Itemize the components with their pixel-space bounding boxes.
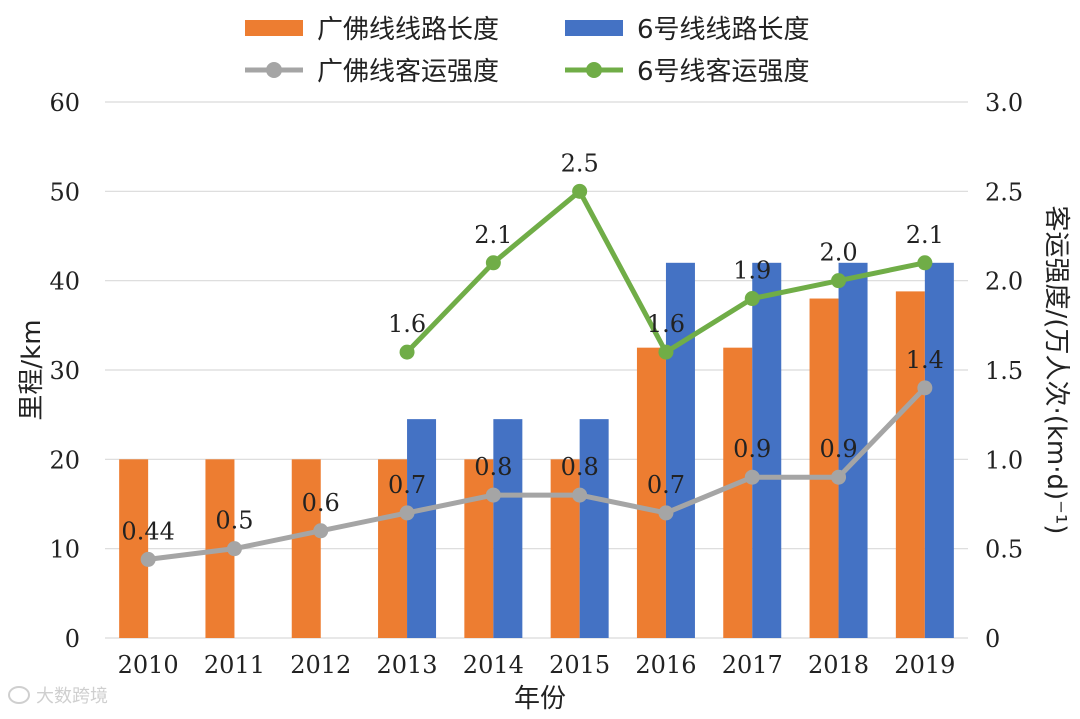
data-label: 0.8: [561, 453, 599, 481]
legend-label: 广佛线线路长度: [317, 15, 499, 45]
y2-tick-label: 0: [985, 625, 1000, 653]
bar-guangfo: [550, 459, 580, 638]
bar-guangfo: [464, 459, 494, 638]
x-tick-label: 2018: [808, 651, 869, 679]
data-label: 0.7: [388, 471, 426, 499]
data-point: [140, 551, 156, 567]
x-tick-label: 2014: [463, 651, 524, 679]
y2-tick-label: 3.0: [985, 89, 1023, 117]
data-point: [658, 505, 674, 521]
y2-tick-label: 2.5: [985, 178, 1023, 206]
data-point: [226, 541, 242, 557]
data-point: [485, 255, 501, 271]
bar-guangfo: [723, 347, 753, 638]
data-point: [917, 380, 933, 396]
legend-marker: [266, 62, 282, 78]
bar-guangfo: [291, 459, 321, 638]
data-label: 0.7: [647, 471, 685, 499]
bar-guangfo: [895, 291, 925, 638]
legend-marker: [586, 62, 602, 78]
data-point: [313, 523, 329, 539]
bar-guangfo: [378, 459, 408, 638]
y-tick-label: 10: [49, 536, 80, 564]
x-axis-title: 年份: [514, 684, 566, 714]
data-label: 1.4: [906, 346, 944, 374]
legend-label: 广佛线客运强度: [317, 57, 499, 87]
series-line-guangfo: [147, 386, 927, 562]
data-label: 2.0: [819, 239, 857, 267]
data-point: [831, 469, 847, 485]
data-point: [744, 291, 760, 307]
data-point: [485, 487, 501, 503]
data-point: [917, 255, 933, 271]
bar-guangfo: [809, 298, 839, 638]
bar-line6: [407, 419, 437, 638]
y2-tick-label: 2.0: [985, 268, 1023, 296]
data-label: 0.6: [302, 489, 340, 517]
y-tick-label: 30: [49, 357, 80, 385]
bar-guangfo: [119, 459, 149, 638]
data-label: 0.44: [121, 517, 174, 545]
legend-swatch: [565, 20, 623, 36]
y-tick-label: 60: [49, 89, 80, 117]
bar-line6: [665, 262, 695, 638]
data-label: 2.5: [561, 149, 599, 177]
data-point: [399, 344, 415, 360]
bar-line6: [493, 419, 523, 638]
watermark-text: 大数跨境: [36, 686, 108, 707]
weibo-icon: [8, 686, 30, 704]
x-tick-label: 2013: [377, 651, 438, 679]
watermark: 大数跨境: [8, 680, 158, 710]
y-tick-label: 0: [65, 625, 80, 653]
data-point: [572, 487, 588, 503]
y2-axis-title: 客运强度/(万人次·(km·d)⁻¹): [1041, 206, 1071, 535]
y-tick-label: 50: [49, 178, 80, 206]
data-point: [399, 505, 415, 521]
bar-line6: [752, 262, 782, 638]
x-tick-label: 2016: [635, 651, 696, 679]
x-tick-label: 2010: [118, 651, 179, 679]
data-label: 2.1: [906, 221, 944, 249]
data-point: [831, 273, 847, 289]
y2-tick-label: 1.0: [985, 446, 1023, 474]
legend-swatch: [245, 20, 303, 36]
data-label: 0.9: [733, 435, 771, 463]
data-label: 0.5: [215, 507, 253, 535]
y-tick-label: 20: [49, 446, 80, 474]
data-point: [572, 183, 588, 199]
bar-line6: [924, 262, 954, 638]
x-tick-label: 2019: [894, 651, 955, 679]
x-tick-label: 2015: [549, 651, 610, 679]
bar-guangfo: [636, 347, 666, 638]
data-point: [658, 344, 674, 360]
x-tick-label: 2012: [290, 651, 351, 679]
y-tick-label: 40: [49, 268, 80, 296]
data-label: 1.9: [733, 257, 771, 285]
y-axis-title: 里程/km: [17, 319, 47, 420]
legend-label: 6号线客运强度: [637, 57, 810, 87]
legend-label: 6号线线路长度: [637, 15, 810, 45]
data-label: 0.8: [474, 453, 512, 481]
y2-tick-label: 1.5: [985, 357, 1023, 385]
x-tick-label: 2011: [204, 651, 265, 679]
data-label: 0.9: [819, 435, 857, 463]
data-label: 1.6: [388, 310, 426, 338]
y2-tick-label: 0.5: [985, 536, 1023, 564]
data-point: [744, 469, 760, 485]
data-label: 2.1: [474, 221, 512, 249]
bar-line6: [579, 419, 609, 638]
data-label: 1.6: [647, 310, 685, 338]
x-tick-label: 2017: [722, 651, 783, 679]
